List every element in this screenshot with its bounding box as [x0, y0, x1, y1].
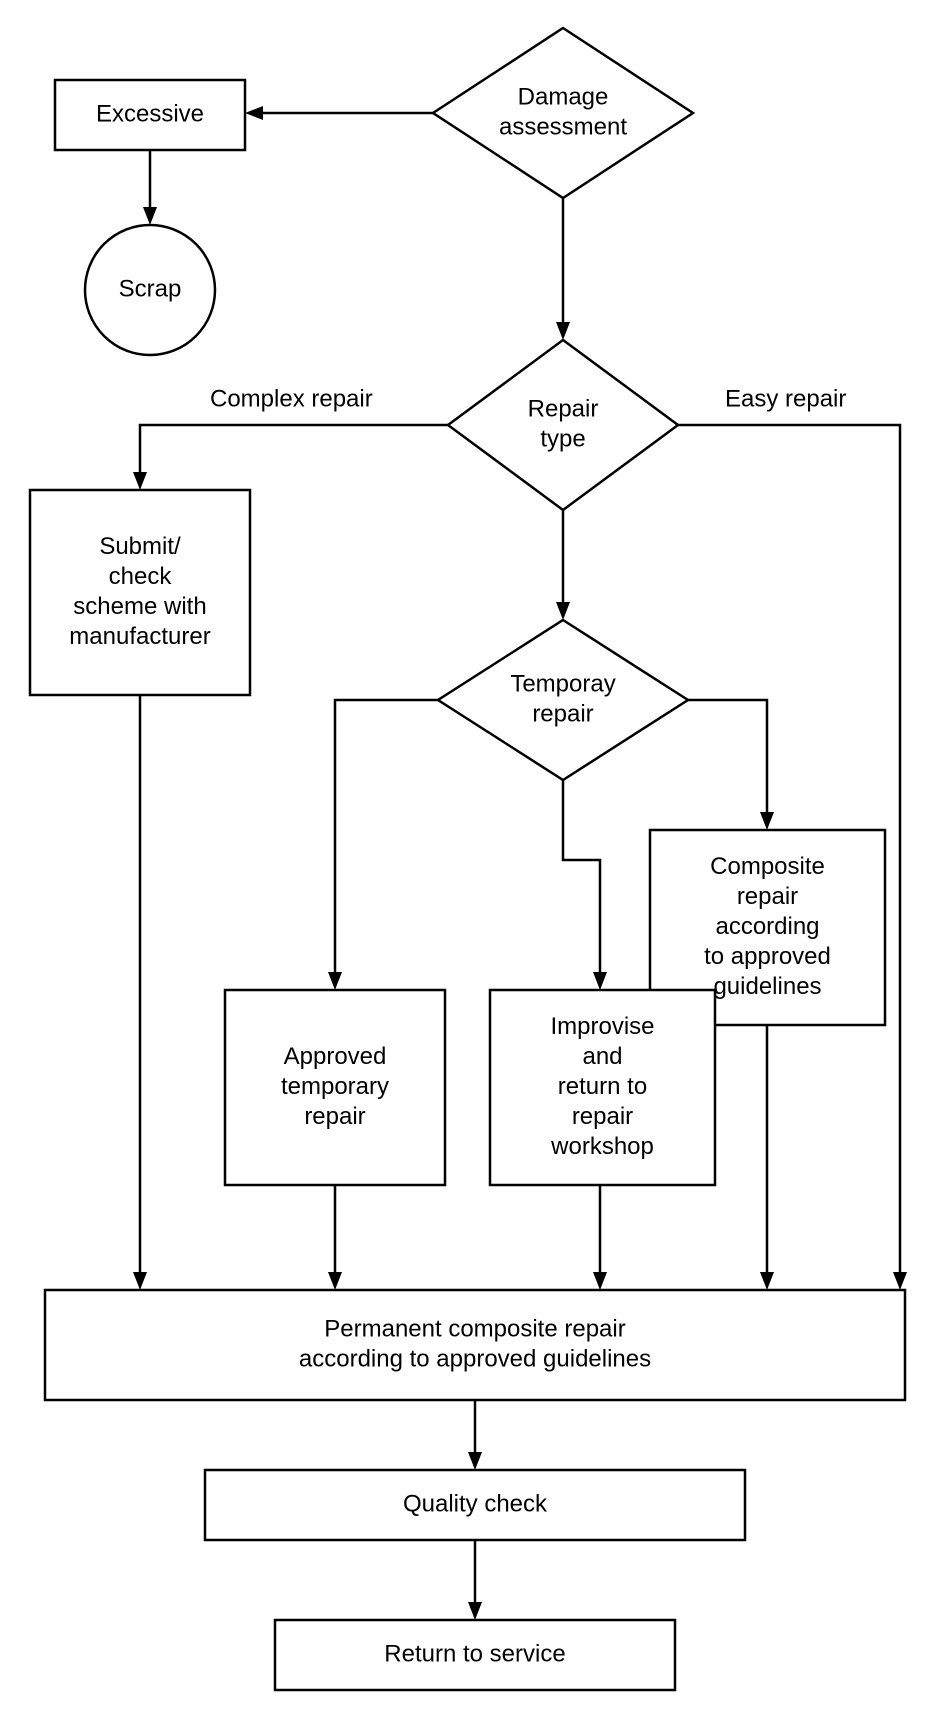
node-temporary-text-1: repair	[532, 700, 593, 727]
node-guidelines-text-2: according	[715, 913, 819, 940]
node-damage-text-0: Damage	[518, 83, 609, 110]
node-scrap-text-0: Scrap	[119, 275, 182, 302]
node-approved-text-1: temporary	[281, 1073, 389, 1100]
node-approved-text-0: Approved	[284, 1043, 387, 1070]
node-excessive-text-0: Excessive	[96, 100, 204, 127]
node-improvise-text-1: and	[582, 1043, 622, 1070]
e-repairtype-submit-label: Complex repair	[210, 385, 373, 412]
node-guidelines-text-1: repair	[737, 883, 798, 910]
node-damage-text-1: assessment	[499, 113, 627, 140]
node-improvise-text-4: workshop	[550, 1133, 654, 1160]
node-guidelines-text-0: Composite	[710, 853, 825, 880]
node-repairtype-text-1: type	[540, 425, 585, 452]
node-improvise-text-0: Improvise	[550, 1013, 654, 1040]
node-submit-text-2: scheme with	[73, 593, 206, 620]
e-repairtype-easy-label: Easy repair	[725, 385, 846, 412]
node-quality-text-0: Quality check	[403, 1490, 548, 1517]
node-guidelines-text-4: guidelines	[713, 973, 821, 1000]
node-submit-text-0: Submit/	[99, 533, 181, 560]
node-permanent-text-1: according to approved guidelines	[299, 1345, 651, 1372]
flowchart-svg: Complex repair Easy repair Damage assessmen…	[0, 0, 950, 1731]
node-submit-text-3: manufacturer	[69, 623, 210, 650]
node-repairtype-text-0: Repair	[528, 395, 599, 422]
node-improvise-text-2: return to	[558, 1073, 647, 1100]
node-approved-text-2: repair	[304, 1103, 365, 1130]
node-guidelines-text-3: to approved	[704, 943, 831, 970]
node-permanent-text-0: Permanent composite repair	[324, 1315, 625, 1342]
node-improvise-text-3: repair	[572, 1103, 633, 1130]
node-temporary-text-0: Temporay	[510, 670, 615, 697]
node-submit-text-1: check	[109, 563, 173, 590]
node-return-text-0: Return to service	[384, 1640, 565, 1667]
